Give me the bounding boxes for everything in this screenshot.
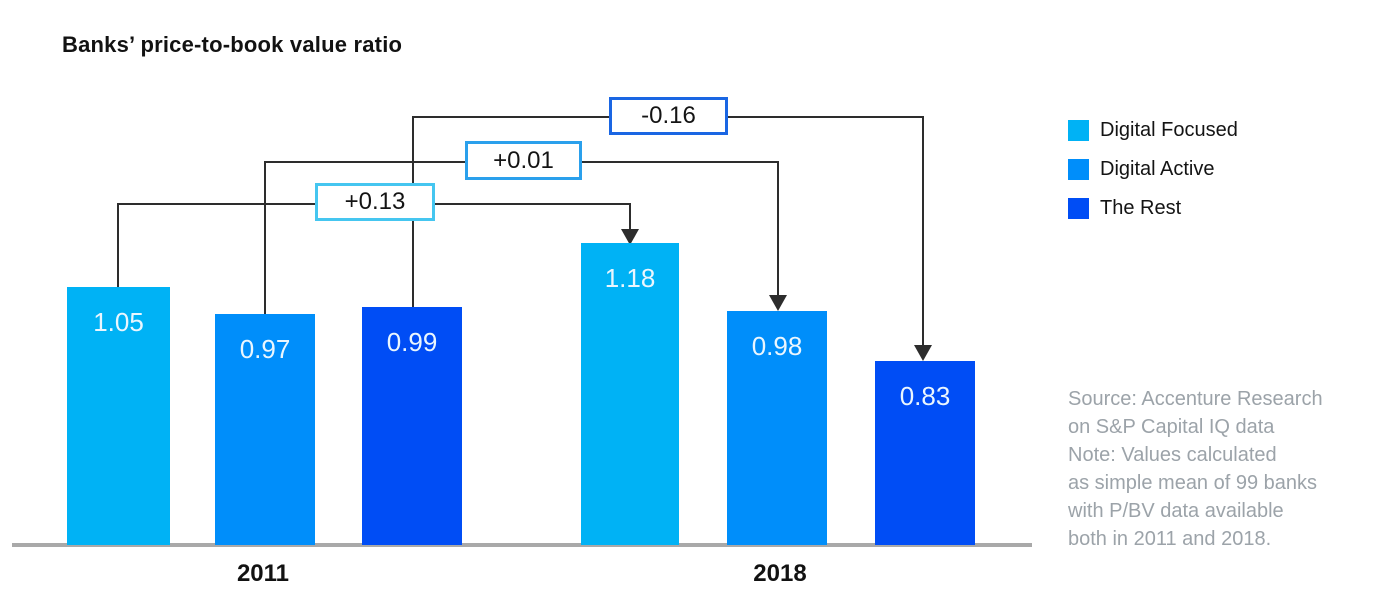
legend-item-digital-focused: Digital Focused xyxy=(1068,119,1238,142)
connector-focused-vertical-from-2011 xyxy=(117,203,119,288)
connector-rest-vertical-to-2018 xyxy=(922,116,924,346)
bar-value-label: 0.97 xyxy=(239,334,291,364)
bar-2011-the-rest: 0.99 xyxy=(362,307,462,545)
legend-swatch-icon xyxy=(1068,159,1089,180)
bar-2011-digital-active: 0.97 xyxy=(215,314,315,545)
bar-value-label: 1.05 xyxy=(93,307,144,337)
source-note-line: Note: Values calculated xyxy=(1068,444,1277,466)
source-note-line: Source: Accenture Research xyxy=(1068,388,1323,410)
legend-label: Digital Focused xyxy=(1100,119,1238,141)
source-note-line: on S&P Capital IQ data xyxy=(1068,416,1275,438)
connector-active-vertical-to-2018 xyxy=(777,161,779,296)
bar-2011-digital-focused: 1.05 xyxy=(67,287,170,545)
connector-active-vertical-from-2011 xyxy=(264,161,266,316)
legend-item-digital-active: Digital Active xyxy=(1068,158,1238,181)
bar-2018-digital-focused: 1.18 xyxy=(581,243,679,545)
connector-focused-vertical-to-2018 xyxy=(629,203,631,230)
delta-label: +0.01 xyxy=(493,146,554,174)
chart-title: Banks’ price-to-book value ratio xyxy=(62,32,403,57)
axis-label-2011: 2011 xyxy=(236,560,290,587)
arrow-down-icon xyxy=(621,229,639,245)
connector-rest-horizontal-right xyxy=(728,116,924,118)
legend-label: The Rest xyxy=(1100,197,1182,219)
arrow-down-icon xyxy=(769,295,787,311)
legend-item-the-rest: The Rest xyxy=(1068,197,1238,220)
delta-box-the-rest: -0.16 xyxy=(609,97,728,135)
axis-label-2018: 2018 xyxy=(753,560,807,587)
connector-active-horizontal-left xyxy=(264,161,465,163)
bar-2018-the-rest: 0.83 xyxy=(875,361,975,545)
source-note-line: with P/BV data available xyxy=(1068,500,1284,522)
delta-label: +0.13 xyxy=(344,188,406,215)
source-note-line: as simple mean of 99 banks xyxy=(1068,472,1318,494)
legend-swatch-icon xyxy=(1068,198,1089,219)
legend-swatch-icon xyxy=(1068,120,1089,141)
source-note: Source: Accenture Research on S&P Capita… xyxy=(1068,385,1379,553)
delta-box-digital-focused: +0.13 xyxy=(315,183,435,221)
bar-value-label: 0.99 xyxy=(386,327,438,357)
delta-label: -0.16 xyxy=(641,102,696,129)
bar-value-label: 0.98 xyxy=(751,331,803,361)
legend: Digital Focused Digital Active The Rest xyxy=(1068,119,1238,236)
bar-value-label: 0.83 xyxy=(899,381,951,411)
connector-rest-horizontal-left xyxy=(412,116,609,118)
bar-value-label: 1.18 xyxy=(604,263,656,293)
arrow-down-icon xyxy=(914,345,932,361)
connector-active-horizontal-right xyxy=(582,161,779,163)
bar-2018-digital-active: 0.98 xyxy=(727,311,827,545)
connector-focused-horizontal-right xyxy=(435,203,631,205)
source-note-line: both in 2011 and 2018. xyxy=(1068,528,1272,550)
x-axis-baseline xyxy=(12,543,1032,547)
connector-focused-horizontal-left xyxy=(117,203,315,205)
delta-box-digital-active: +0.01 xyxy=(465,141,582,180)
legend-label: Digital Active xyxy=(1100,158,1215,180)
